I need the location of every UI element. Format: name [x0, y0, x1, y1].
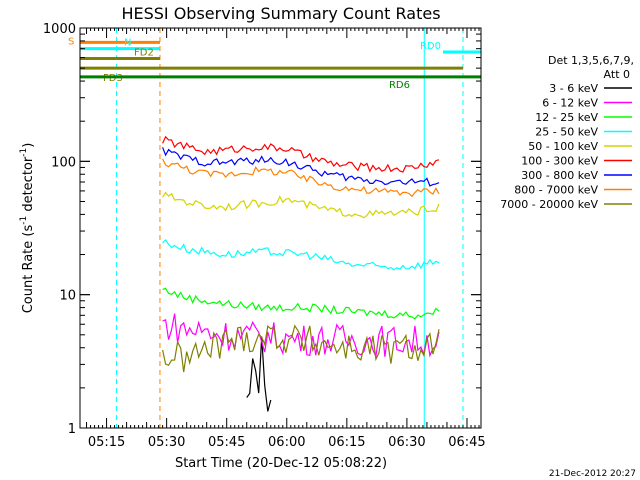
- x-tick-label: 05:30: [148, 435, 185, 450]
- legend-label: 300 - 800 keV: [521, 169, 598, 182]
- chart-title: HESSI Observing Summary Count Rates: [121, 4, 440, 23]
- flag-label-rd0: RD0: [420, 41, 441, 52]
- series-line-4: [162, 191, 440, 219]
- y-axis-label-mid: detector: [21, 156, 36, 216]
- flag-label-fd2: FD2: [134, 48, 154, 59]
- x-tick-label: 05:15: [88, 435, 125, 450]
- x-tick-label: 06:30: [388, 435, 425, 450]
- y-axis-label: Count Rate (s-1 detector-1): [19, 143, 36, 314]
- legend: Det 1,3,5,6,7,9,Att 0 3 - 6 keV 6 - 12 keV…: [500, 54, 634, 211]
- legend-label: 6 - 12 keV: [542, 97, 598, 110]
- flag-label-rd6: RD6: [389, 80, 410, 91]
- x-tick-label: 06:00: [268, 435, 305, 450]
- legend-header-detectors: Det 1,3,5,6,7,9,: [548, 54, 634, 67]
- y-tick-label: 1: [68, 422, 76, 437]
- flag-label-s: S: [68, 36, 74, 47]
- series-line-1: [162, 313, 440, 359]
- y-axis-label-sup1: -1: [19, 216, 29, 225]
- y-axis-label-main: Count Rate (s: [21, 225, 36, 314]
- y-axis-label-end: ): [21, 143, 36, 148]
- legend-header-attenuator: Att 0: [604, 68, 630, 81]
- y-tick-label: 1000: [43, 22, 76, 37]
- legend-label: 25 - 50 keV: [535, 126, 598, 139]
- x-axis-label: Start Time (20-Dec-12 05:08:22): [175, 456, 387, 471]
- x-axis: 05:15 05:30 05:45 06:00 06:15 06:30 06:45: [86, 28, 486, 450]
- legend-label: 7000 - 20000 keV: [500, 198, 598, 211]
- series-line-6: [162, 147, 440, 187]
- legend-label: 50 - 100 keV: [528, 140, 598, 153]
- legend-label: 12 - 25 keV: [535, 111, 598, 124]
- series-line-0: [246, 336, 272, 412]
- x-tick-label: 06:45: [448, 435, 485, 450]
- series-line-2: [162, 287, 440, 320]
- series-line-8: [162, 324, 440, 373]
- y-axis-label-sup2: -1: [19, 148, 29, 157]
- timestamp: 21-Dec-2012 20:27: [549, 469, 636, 479]
- x-tick-label: 06:15: [328, 435, 365, 450]
- flag-label-n: N: [124, 38, 131, 49]
- series-line-5: [162, 135, 440, 173]
- legend-label: 800 - 7000 keV: [514, 184, 598, 197]
- y-axis: 1 10 100 1000: [43, 22, 481, 437]
- legend-label: 100 - 300 keV: [521, 155, 598, 168]
- series-line-7: [162, 158, 440, 198]
- plot-area-frame: [79, 27, 482, 429]
- series-lines: [162, 135, 440, 412]
- legend-label: 3 - 6 keV: [549, 82, 598, 95]
- x-tick-label: 05:45: [208, 435, 245, 450]
- y-tick-label: 10: [59, 289, 76, 304]
- flag-label-fd3: FD3: [103, 73, 123, 84]
- y-tick-label: 100: [51, 155, 76, 170]
- series-line-3: [162, 238, 440, 271]
